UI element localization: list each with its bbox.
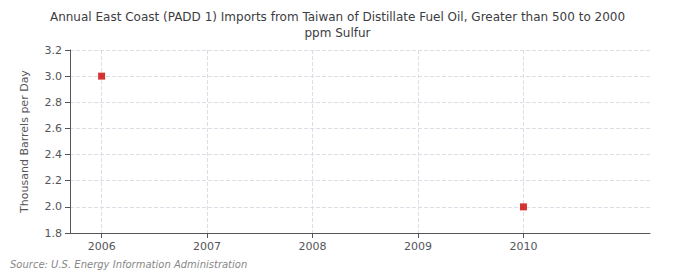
svg-text:Annual East Coast (PADD 1) Imp: Annual East Coast (PADD 1) Imports from … (50, 10, 625, 24)
svg-text:Thousand Barrels per Day: Thousand Barrels per Day (18, 70, 31, 214)
svg-text:2.6: 2.6 (45, 122, 63, 135)
svg-text:2007: 2007 (193, 240, 221, 253)
svg-text:Source: U.S. Energy Informatio: Source: U.S. Energy Information Administ… (10, 259, 247, 270)
svg-text:2009: 2009 (404, 240, 432, 253)
svg-text:3.2: 3.2 (45, 44, 63, 57)
svg-text:2006: 2006 (88, 240, 116, 253)
svg-text:3.0: 3.0 (45, 70, 63, 83)
svg-text:2008: 2008 (299, 240, 327, 253)
svg-text:2.8: 2.8 (45, 96, 63, 109)
svg-text:2010: 2010 (509, 240, 537, 253)
svg-text:2.4: 2.4 (45, 148, 63, 161)
svg-text:ppm Sulfur: ppm Sulfur (304, 26, 370, 40)
svg-text:2.2: 2.2 (45, 174, 63, 187)
svg-text:2.0: 2.0 (45, 200, 63, 213)
svg-text:1.8: 1.8 (45, 227, 63, 240)
